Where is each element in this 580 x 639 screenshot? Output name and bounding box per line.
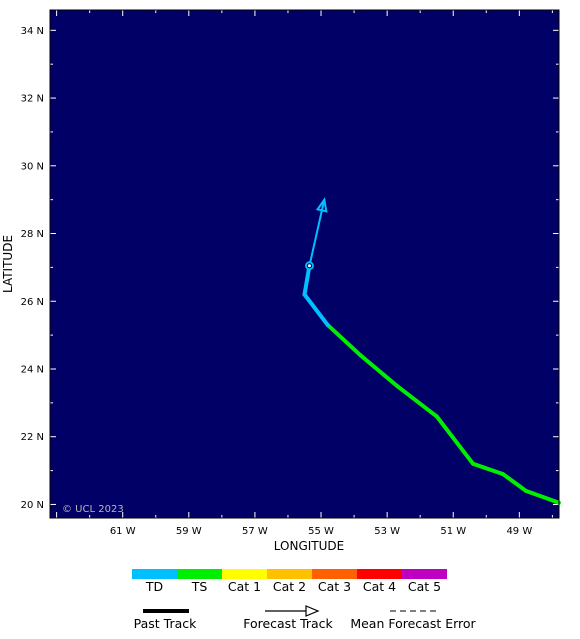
legend-swatch (267, 569, 312, 579)
y-tick-label: 28 N (21, 229, 44, 240)
past-track-segment (325, 322, 363, 358)
y-tick-label: 34 N (21, 26, 44, 37)
mean-forecast-error-label: Mean Forecast Error (350, 616, 476, 631)
x-tick-label: 57 W (242, 526, 268, 537)
x-tick-label: 61 W (110, 526, 136, 537)
legend-swatch (357, 569, 402, 579)
legend-swatch (402, 569, 447, 579)
category-legend: TD TS Cat 1 Cat 2 Cat 3 Cat 4 Cat 5 (132, 569, 447, 594)
x-tick-label: 53 W (374, 526, 400, 537)
storm-tracks (302, 197, 561, 505)
axis-ticks: 61 W 59 W 57 W 55 W 53 W 51 W 49 W 20 N 22 N 24 N… (21, 10, 559, 537)
past-track-label: Past Track (134, 616, 197, 631)
forecast-arrow-icon (305, 605, 320, 617)
legend-category-label: Cat 1 (228, 579, 261, 594)
y-tick-label: 30 N (21, 161, 44, 172)
y-tick-label: 32 N (21, 94, 44, 105)
past-track-segment (358, 353, 400, 388)
ocean-plot-area (50, 10, 559, 518)
forecast-arrowhead (315, 197, 328, 213)
legend-category-label: TD (145, 579, 163, 594)
x-tick-label: 55 W (308, 526, 334, 537)
legend-swatch (222, 569, 267, 579)
legend-category-label: Cat 2 (273, 579, 306, 594)
past-track-segment (434, 414, 476, 466)
past-track-segment (395, 383, 439, 419)
past-track-segment (302, 292, 330, 327)
legend-category-label: Cat 3 (318, 579, 351, 594)
forecast-track-label: Forecast Track (243, 616, 333, 631)
legend-category-label: TS (191, 579, 208, 594)
past-track-segment (471, 461, 505, 476)
copyright-text: © UCL 2023 (62, 504, 124, 515)
x-tick-label: 51 W (440, 526, 466, 537)
past-track-segment (302, 263, 312, 297)
y-tick-label: 24 N (21, 364, 44, 375)
past-track-segment (500, 471, 528, 493)
plot-frame (49, 9, 560, 519)
current-position-dot (307, 264, 311, 268)
legend-swatch (177, 569, 222, 579)
y-tick-label: 22 N (21, 432, 44, 443)
y-axis-title: LATITUDE (1, 235, 15, 293)
x-tick-label: 59 W (176, 526, 202, 537)
past-track-segment (523, 488, 561, 505)
y-tick-label: 20 N (21, 500, 44, 511)
x-axis-title: LONGITUDE (274, 539, 344, 553)
legend-category-label: Cat 5 (408, 579, 441, 594)
legend-category-label: Cat 4 (363, 579, 396, 594)
legend-swatch (132, 569, 177, 579)
x-tick-label: 49 W (506, 526, 532, 537)
track-legend: Past Track Forecast Track Mean Forecast … (134, 605, 477, 631)
y-tick-label: 26 N (21, 297, 44, 308)
legend-swatch (312, 569, 357, 579)
